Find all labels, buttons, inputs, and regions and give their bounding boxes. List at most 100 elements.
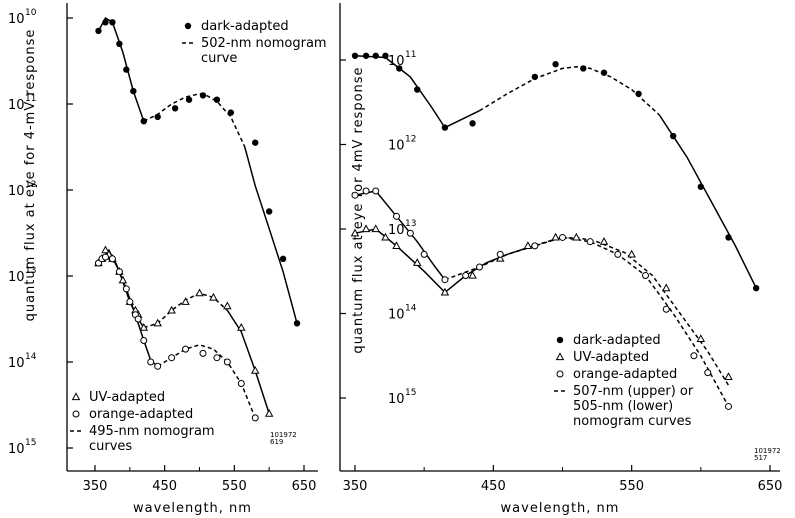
point-UV-adapted <box>209 292 218 301</box>
y-tick-exponent: 15 <box>405 388 416 398</box>
point-UV-adapted <box>181 297 190 305</box>
y-axis-label: quantum flux at eye for 4mV response <box>351 66 366 353</box>
point-orange-adapted <box>642 271 649 279</box>
point-orange-adapted <box>351 191 359 199</box>
point-orange-adapted <box>134 315 142 323</box>
legend-label: 507-nm (upper) or <box>573 384 694 399</box>
point-UV-adapted <box>237 322 246 331</box>
point-dark-adapted <box>362 52 370 59</box>
point-UV-adapted <box>223 301 232 310</box>
point-UV-adapted <box>496 253 505 262</box>
y-tick-exponent: 14 <box>405 304 417 314</box>
y-tick-exponent: 14 <box>25 352 37 362</box>
legend-filled-circle-symbol <box>184 22 192 30</box>
point-UV-adapted <box>662 283 671 292</box>
point-orange-adapted <box>147 358 155 366</box>
point-UV-adapted <box>523 241 533 249</box>
point-dark-adapted <box>130 87 137 95</box>
point-orange-adapted <box>586 238 594 246</box>
legend-open-triangle-symbol <box>71 392 81 401</box>
point-orange-adapted <box>237 380 245 387</box>
point-UV-adapted <box>413 258 422 266</box>
curve-UV-adapted-solid <box>226 309 270 414</box>
figure-code: 619 <box>270 438 283 446</box>
x-tick-label: 450 <box>481 479 506 494</box>
curve-orange-adapted-solid <box>98 256 159 367</box>
legend-open-circle-symbol <box>556 370 564 378</box>
point-dark-adapted <box>185 96 193 103</box>
point-dark-adapted <box>252 139 259 146</box>
point-dark-adapted <box>382 52 389 59</box>
point-orange-adapted <box>108 255 116 263</box>
point-orange-adapted <box>223 358 231 366</box>
point-dark-adapted <box>372 52 379 59</box>
y-tick-label: 10 <box>8 12 25 27</box>
point-UV-adapted <box>101 245 110 254</box>
point-dark-adapted <box>116 40 123 47</box>
y-tick-label: 10 <box>388 54 405 69</box>
y-tick-exponent: 12 <box>25 180 36 190</box>
y-tick-exponent: 11 <box>405 50 416 60</box>
y-axis-label: quantum flux at eye for 4-mV response <box>23 29 38 322</box>
y-tick-label: 10 <box>388 223 405 238</box>
point-dark-adapted <box>171 105 179 112</box>
legend-open-circle-symbol <box>72 410 80 418</box>
point-UV-adapted <box>153 318 162 327</box>
curve-dark-adapted-solid <box>97 16 145 122</box>
y-tick-label: 10 <box>8 98 25 113</box>
point-dark-adapted <box>635 90 642 98</box>
legend-label: UV-adapted <box>573 350 649 365</box>
point-dark-adapted <box>752 284 760 292</box>
x-tick-label: 350 <box>343 479 368 494</box>
point-UV-adapted <box>264 408 274 417</box>
point-orange-adapted <box>614 250 622 258</box>
legend-filled-circle-symbol <box>556 336 564 344</box>
point-UV-adapted <box>118 275 128 284</box>
point-dark-adapted <box>95 27 102 35</box>
point-orange-adapted <box>462 271 470 279</box>
point-orange-adapted <box>199 349 207 357</box>
point-orange-adapted <box>531 242 539 250</box>
point-orange-adapted <box>690 352 698 360</box>
x-tick-label: 550 <box>619 479 644 494</box>
curve-dark-adapted-dashed <box>479 66 660 116</box>
point-dark-adapted <box>154 113 161 121</box>
point-dark-adapted <box>697 183 705 190</box>
point-orange-adapted <box>420 250 428 258</box>
point-orange-adapted <box>372 187 380 195</box>
point-UV-adapted <box>195 288 204 297</box>
x-tick-label: 650 <box>292 479 317 494</box>
point-orange-adapted <box>213 354 221 362</box>
legend-label: curve <box>201 51 237 66</box>
point-orange-adapted <box>182 345 190 353</box>
point-UV-adapted <box>572 232 581 241</box>
point-orange-adapted <box>251 414 259 422</box>
point-UV-adapted <box>167 305 176 314</box>
point-UV-adapted <box>361 224 371 233</box>
figure-code: 101972 <box>270 431 297 439</box>
point-orange-adapted <box>476 263 483 271</box>
point-orange-adapted <box>725 402 732 410</box>
point-UV-adapted <box>724 372 733 380</box>
point-dark-adapted <box>199 92 207 99</box>
point-dark-adapted <box>725 234 732 241</box>
point-dark-adapted <box>669 132 677 140</box>
point-orange-adapted <box>406 229 414 237</box>
point-dark-adapted <box>441 124 449 131</box>
curve-dark-adapted-solid <box>658 114 757 289</box>
legend-label: 502-nm nomogram <box>201 36 327 51</box>
point-orange-adapted <box>140 337 148 344</box>
point-dark-adapted <box>414 86 421 93</box>
y-tick-label: 10 <box>388 308 405 323</box>
point-UV-adapted <box>381 232 390 241</box>
point-UV-adapted <box>350 228 360 237</box>
point-dark-adapted <box>109 19 116 26</box>
legend-label: orange-adapted <box>573 367 677 382</box>
point-dark-adapted <box>213 96 221 103</box>
legend-label: dark-adapted <box>201 19 289 34</box>
curve-dark-adapted-solid <box>244 146 298 324</box>
point-dark-adapted <box>265 208 273 215</box>
